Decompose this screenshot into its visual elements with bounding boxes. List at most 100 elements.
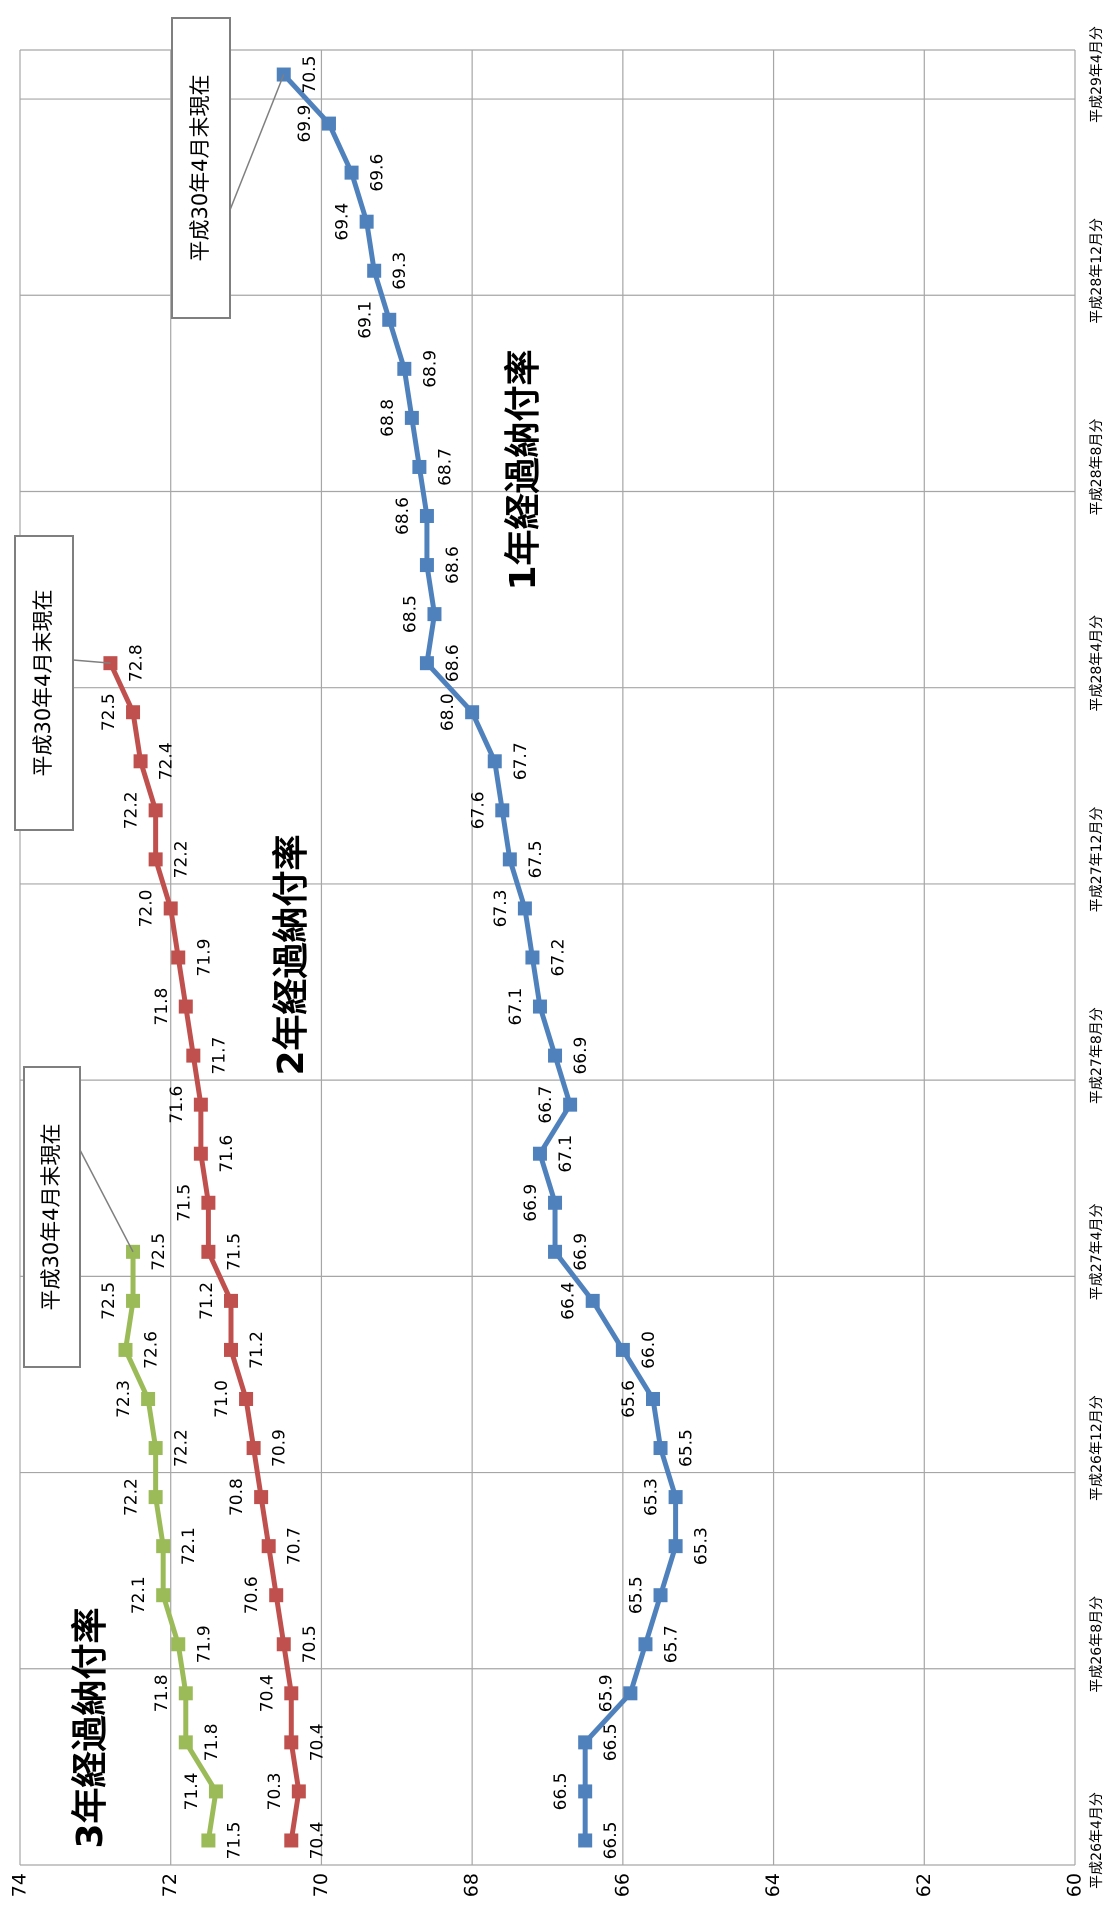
callout-text: 平成30年4月末現在 [188,74,212,261]
callout-leader [229,74,285,211]
data-label: 67.1 [506,988,526,1026]
data-label: 70.4 [257,1674,277,1712]
marker [487,754,502,769]
marker [419,656,434,671]
y-tick-label: 68 [461,1873,483,1897]
data-label: 68.6 [393,497,413,535]
data-label: 66.5 [601,1822,621,1860]
x-tick-label: 平成27年4月分 [1089,1203,1105,1300]
data-label: 72.2 [172,840,192,878]
data-label: 71.5 [224,1822,244,1860]
data-label: 71.8 [152,1674,172,1712]
marker [668,1490,683,1505]
marker [321,116,336,131]
y-tick-label: 66 [611,1873,633,1897]
marker [638,1637,653,1652]
y-tick-label: 70 [310,1873,332,1897]
x-tick-label: 平成27年8月分 [1089,1007,1105,1104]
marker [548,1048,563,1063]
data-label: 72.4 [157,742,177,780]
marker [404,410,419,425]
data-label: 65.3 [692,1527,712,1565]
data-label: 72.5 [149,1233,169,1271]
y-tick-label: 74 [9,1873,31,1897]
data-label: 71.6 [217,1135,237,1173]
data-label: 66.0 [639,1331,659,1369]
x-tick-label: 平成28年12月分 [1089,218,1105,324]
data-label: 66.5 [601,1723,621,1761]
marker [148,852,163,867]
data-label: 65.3 [642,1478,662,1516]
data-label: 72.3 [114,1380,134,1418]
marker [178,1686,193,1701]
marker [653,1588,668,1603]
data-label: 72.2 [122,791,142,829]
data-label: 67.5 [526,840,546,878]
marker [517,901,532,916]
callout-text: 平成30年4月末現在 [39,1123,63,1310]
data-label: 72.2 [172,1429,192,1467]
x-tick-label: 平成28年4月分 [1089,615,1105,712]
data-label: 66.9 [521,1184,541,1222]
marker [412,459,427,474]
data-label: 68.0 [438,693,458,731]
data-label: 67.2 [548,939,568,977]
data-label: 70.4 [307,1822,327,1860]
callout-box [23,1066,81,1368]
series-line [281,72,679,1841]
data-label: 70.8 [227,1478,247,1516]
data-label: 68.7 [435,448,455,486]
marker [201,1833,216,1848]
data-label: 71.7 [209,1037,229,1075]
marker [186,1048,201,1063]
data-label: 65.5 [677,1429,697,1467]
callout-text: 平成30年4月末現在 [31,589,55,776]
callout-leader [79,1149,134,1253]
data-label: 66.4 [559,1282,579,1320]
marker [193,1146,208,1161]
marker [367,263,382,278]
marker [148,1490,163,1505]
data-label: 70.3 [265,1772,285,1810]
data-label: 68.6 [443,644,463,682]
data-label: 65.6 [619,1380,639,1418]
marker [201,1244,216,1259]
data-label: 68.6 [443,546,463,584]
marker [397,361,412,376]
marker [525,950,540,965]
marker [668,1539,683,1554]
x-tick-label: 平成28年8月分 [1089,419,1105,516]
callout-box [14,535,74,831]
marker [382,312,397,327]
marker [269,1588,284,1603]
data-label: 70.6 [242,1576,262,1614]
marker [284,1735,299,1750]
data-label: 66.9 [571,1233,591,1271]
marker [246,1441,261,1456]
data-label: 69.9 [295,105,315,143]
callout-box [171,17,231,319]
data-label: 72.6 [142,1331,162,1369]
marker [359,214,374,229]
marker [148,803,163,818]
data-label: 65.9 [596,1674,616,1712]
data-label: 71.5 [224,1233,244,1271]
marker [261,1539,276,1554]
marker [419,509,434,524]
data-label: 67.7 [511,742,531,780]
marker [178,1735,193,1750]
data-label: 71.8 [152,988,172,1026]
data-label: 67.1 [556,1135,576,1173]
x-tick-label: 平成26年12月分 [1089,1395,1105,1501]
marker [156,1539,171,1554]
series-name: 2年経過納付率 [271,834,312,1075]
data-label: 65.5 [627,1576,647,1614]
data-label: 66.5 [551,1772,571,1810]
marker [653,1441,668,1456]
marker [578,1833,593,1848]
data-label: 70.9 [270,1429,290,1467]
marker [126,705,141,720]
marker [126,1293,141,1308]
data-label: 67.3 [491,890,511,928]
